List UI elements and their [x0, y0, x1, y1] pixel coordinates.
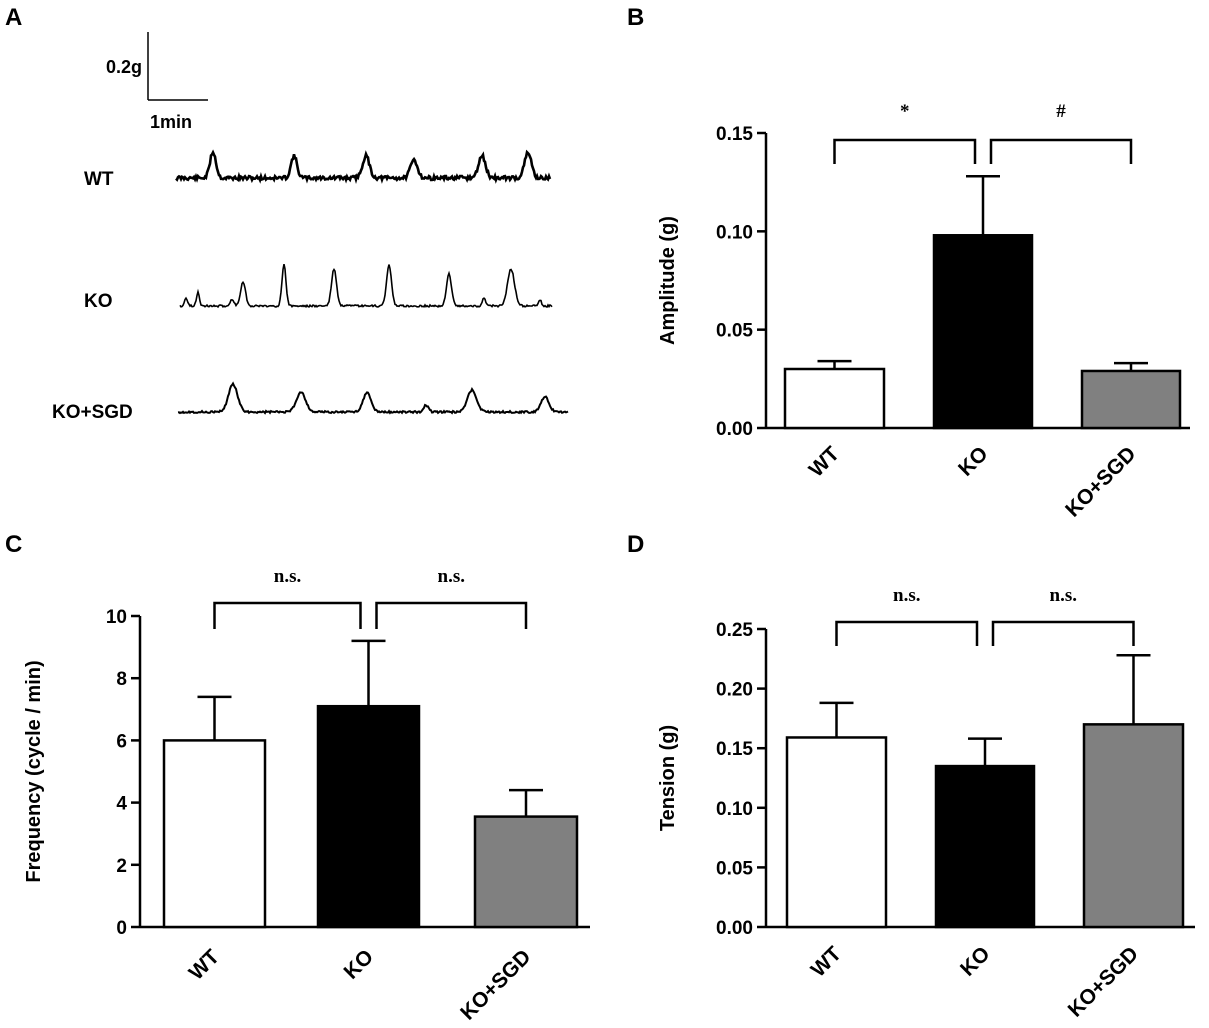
significance-bracket	[835, 620, 979, 646]
bar-ko-sgd	[473, 815, 579, 929]
y-tick-label: 0.10	[716, 222, 753, 243]
y-tick-label: 6	[116, 731, 127, 752]
y-tick-label: 0	[116, 918, 127, 939]
chart-d-tension: 0.00 0.05 0.10 0.15 0.20 0.25 Tension (g) WT KO K…	[657, 585, 1195, 1022]
significance-bracket	[213, 601, 362, 629]
bar-wt	[783, 367, 886, 430]
y-tick-label: 0.00	[716, 419, 753, 440]
x-tick-label: KO	[339, 945, 378, 984]
significance-label: n.s.	[274, 566, 301, 587]
y-tick-label: 10	[106, 607, 127, 628]
bar-wt	[785, 736, 888, 929]
y-tick-label: 0.10	[716, 799, 753, 820]
bar-ko	[316, 704, 421, 929]
significance-label: n.s.	[1050, 585, 1077, 606]
significance-label: n.s.	[438, 566, 465, 587]
x-tick-label: KO	[954, 442, 993, 481]
significance-label: *	[900, 101, 910, 122]
bar-wt	[162, 739, 267, 929]
x-tick-label: KO	[956, 942, 995, 981]
trace-wt	[175, 149, 552, 185]
y-tick-label: 0.20	[716, 680, 753, 701]
bar-ko-sgd	[1082, 723, 1185, 929]
x-tick-label: KO+SGD	[456, 945, 535, 1024]
y-tick-label: 0.05	[716, 858, 753, 879]
bar-ko	[932, 234, 1034, 430]
y-tick-label: 0.05	[716, 321, 753, 342]
significance-bracket	[991, 620, 1135, 646]
panel-letter-b: B	[627, 4, 644, 31]
bar-ko	[934, 764, 1036, 929]
y-tick-label: 0.25	[716, 620, 753, 641]
x-tick-label: WT	[185, 945, 224, 984]
y-tick-label: 0.15	[716, 739, 753, 760]
scale-time-label: 1min	[150, 112, 192, 132]
panel-a-traces: 0.2g 1min WT KO KO+SGD	[52, 32, 569, 423]
significance-label: n.s.	[893, 585, 920, 606]
chart-c-frequency: 0 2 4 6 8 10 Frequency (cycle / min) WT KO KO+SGD…	[23, 566, 590, 1025]
y-tick-label: 8	[116, 669, 127, 690]
x-tick-label: WT	[805, 442, 844, 481]
significance-bracket	[375, 601, 528, 629]
y-tick-label: 0.00	[716, 918, 753, 939]
y-axis-label: Tension (g)	[657, 725, 679, 831]
y-axis-label: Frequency (cycle / min)	[23, 660, 45, 882]
scale-amplitude-label: 0.2g	[106, 57, 142, 77]
significance-bracket	[989, 138, 1133, 164]
y-tick-label: 4	[116, 794, 127, 815]
trace-label-wt: WT	[84, 169, 114, 190]
trace-ko-sgd	[177, 381, 569, 415]
trace-label-ko: KO	[84, 291, 113, 312]
significance-label: #	[1056, 101, 1066, 122]
trace-ko	[179, 263, 553, 309]
y-tick-label: 2	[116, 856, 127, 877]
trace-label-ko-sgd: KO+SGD	[52, 402, 133, 423]
x-tick-label: WT	[807, 942, 846, 981]
significance-bracket	[833, 138, 977, 164]
chart-b-amplitude: 0.00 0.05 0.10 0.15 Amplitude (g) WT KO KO+SGD *…	[657, 101, 1190, 522]
y-tick-label: 0.15	[716, 124, 753, 145]
bar-ko-sgd	[1080, 369, 1182, 430]
panel-letter-a: A	[5, 4, 22, 31]
x-tick-label: KO+SGD	[1061, 442, 1140, 521]
x-tick-label: KO+SGD	[1064, 942, 1143, 1021]
panel-letter-d: D	[627, 531, 644, 558]
panel-letter-c: C	[5, 531, 22, 558]
y-axis-label: Amplitude (g)	[657, 216, 679, 345]
